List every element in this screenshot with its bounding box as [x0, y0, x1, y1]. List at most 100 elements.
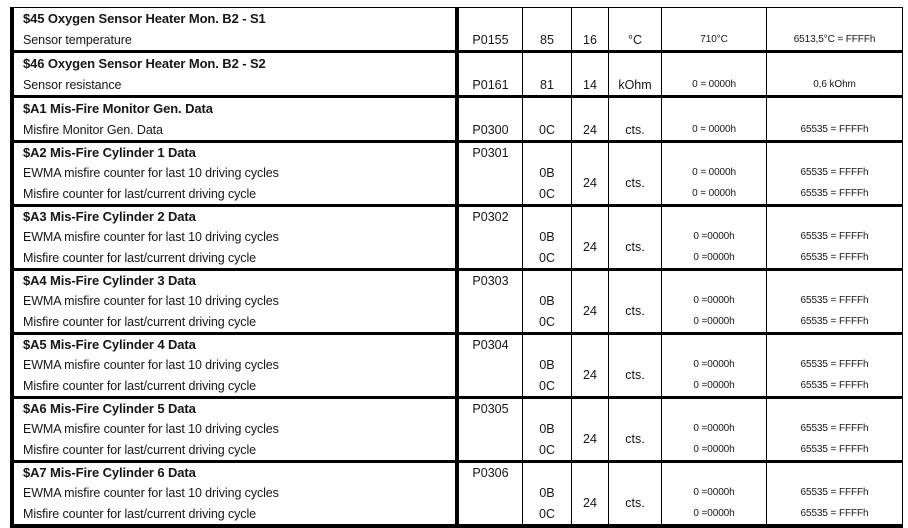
spacer [662, 98, 766, 119]
spacer [662, 463, 766, 482]
spacer [767, 463, 902, 482]
description-column: $A7 Mis-Fire Cylinder 6 Data EWMA misfir… [10, 463, 455, 524]
row-description: Misfire counter for last/current driving… [23, 314, 256, 329]
data-byte-column: 85 [522, 8, 571, 50]
spacer [459, 98, 522, 119]
scaling-min-value: 0 =0000h [693, 423, 735, 434]
scaling-max-value: 65535 = FFFFh [800, 508, 869, 519]
scaling-min-column: 0 =0000h 0 =0000h [661, 207, 766, 268]
scaling-max-value: 0,6 kOhm [813, 79, 856, 90]
bit-length-value: 14 [583, 77, 597, 92]
scaling-max-value: 65535 = FFFFh [800, 359, 869, 370]
scaling-min-value: 0 = 0000h [692, 167, 736, 178]
spacer [523, 271, 571, 290]
row-description: Misfire counter for last/current driving… [23, 250, 256, 265]
spacer [767, 143, 902, 162]
pid-column: P0305 [455, 399, 522, 460]
data-byte-value: 0C [539, 506, 555, 521]
pid-code: P0304 [472, 337, 509, 352]
unit-column: cts. [608, 207, 661, 268]
scaling-min-value: 710°C [700, 34, 728, 45]
data-byte-column: 0B 0C [522, 207, 571, 268]
pid-code: P0302 [472, 209, 509, 224]
bit-length-value: 24 [583, 240, 597, 254]
spacer [767, 271, 902, 290]
spacer [459, 53, 522, 74]
data-byte-value: 0C [539, 314, 555, 329]
spacer [609, 143, 661, 162]
data-byte-value: 0B [539, 421, 555, 436]
description-column: $A2 Mis-Fire Cylinder 1 Data EWMA misfir… [10, 143, 455, 204]
scaling-max-column: 6513,5°C = FFFFh [766, 8, 903, 50]
pid-column: P0302 [455, 207, 522, 268]
pid-column: P0301 [455, 143, 522, 204]
scaling-min-column: 0 = 0000h [661, 98, 766, 140]
scaling-min-value: 0 = 0000h [692, 188, 736, 199]
data-byte-value: 0B [539, 229, 555, 244]
row-description: Misfire counter for last/current driving… [23, 378, 256, 393]
bit-length-value: 24 [583, 304, 597, 318]
data-byte-value: 0C [539, 442, 555, 457]
pid-code: P0155 [472, 32, 509, 47]
spacer [572, 8, 608, 29]
scaling-min-value: 0 =0000h [693, 444, 735, 455]
pid-column: P0300 [455, 98, 522, 140]
pid-column: P0304 [455, 335, 522, 396]
spacer [662, 8, 766, 29]
description-column: $46 Oxygen Sensor Heater Mon. B2 - S2 Se… [10, 53, 455, 95]
scaling-max-value: 65535 = FFFFh [800, 124, 869, 135]
scaling-max-value: 65535 = FFFFh [800, 423, 869, 434]
description-column: $A3 Mis-Fire Cylinder 2 Data EWMA misfir… [10, 207, 455, 268]
spacer [523, 8, 571, 29]
spacer [767, 98, 902, 119]
unit-value: cts. [625, 368, 645, 382]
pid-code: P0303 [472, 273, 509, 288]
pid-column: P0161 [455, 53, 522, 95]
scaling-max-column: 0,6 kOhm [766, 53, 903, 95]
unit-value: cts. [625, 176, 645, 190]
bit-length-value: 24 [583, 122, 597, 137]
spacer [572, 53, 608, 74]
section-title: $A3 Mis-Fire Cylinder 2 Data [23, 209, 196, 224]
spacer [523, 98, 571, 119]
spacer [609, 335, 661, 354]
description-column: $A5 Mis-Fire Cylinder 4 Data EWMA misfir… [10, 335, 455, 396]
pid-column: P0303 [455, 271, 522, 332]
data-byte-column: 0B 0C [522, 335, 571, 396]
spacer [523, 207, 571, 226]
spacer [609, 53, 661, 74]
data-byte-column: 0B 0C [522, 143, 571, 204]
data-byte-value: 0B [539, 357, 555, 372]
scaling-min-value: 0 =0000h [693, 252, 735, 263]
spacer [572, 143, 608, 162]
table-section: $A1 Mis-Fire Monitor Gen. Data Misfire M… [10, 98, 903, 143]
spacer [609, 207, 661, 226]
row-description: Misfire counter for last/current driving… [23, 442, 256, 457]
scaling-min-column: 710°C [661, 8, 766, 50]
bit-length-value: 24 [583, 176, 597, 190]
unit-column: cts. [608, 143, 661, 204]
pid-column: P0306 [455, 463, 522, 524]
unit-value: °C [627, 32, 643, 47]
bit-length-column: 24 [571, 335, 608, 396]
spacer [662, 271, 766, 290]
scaling-max-value: 65535 = FFFFh [800, 252, 869, 263]
scaling-max-value: 65535 = FFFFh [800, 231, 869, 242]
bit-length-column: 24 [571, 399, 608, 460]
scaling-min-column: 0 = 0000h [661, 53, 766, 95]
bit-length-value: 24 [583, 496, 597, 510]
unit-column: °C [608, 8, 661, 50]
scaling-min-value: 0 = 0000h [692, 124, 736, 135]
row-description: Misfire counter for last/current driving… [23, 186, 256, 201]
scaling-max-column: 65535 = FFFFh 65535 = FFFFh [766, 463, 903, 524]
spacer [523, 143, 571, 162]
spacer [662, 335, 766, 354]
unit-column: cts. [608, 335, 661, 396]
section-title: $A1 Mis-Fire Monitor Gen. Data [23, 101, 213, 116]
description-column: $45 Oxygen Sensor Heater Mon. B2 - S1 Se… [10, 8, 455, 50]
data-byte-value: 0B [539, 485, 555, 500]
spacer [662, 399, 766, 418]
unit-value: cts. [625, 122, 645, 137]
data-byte-column: 0B 0C [522, 399, 571, 460]
